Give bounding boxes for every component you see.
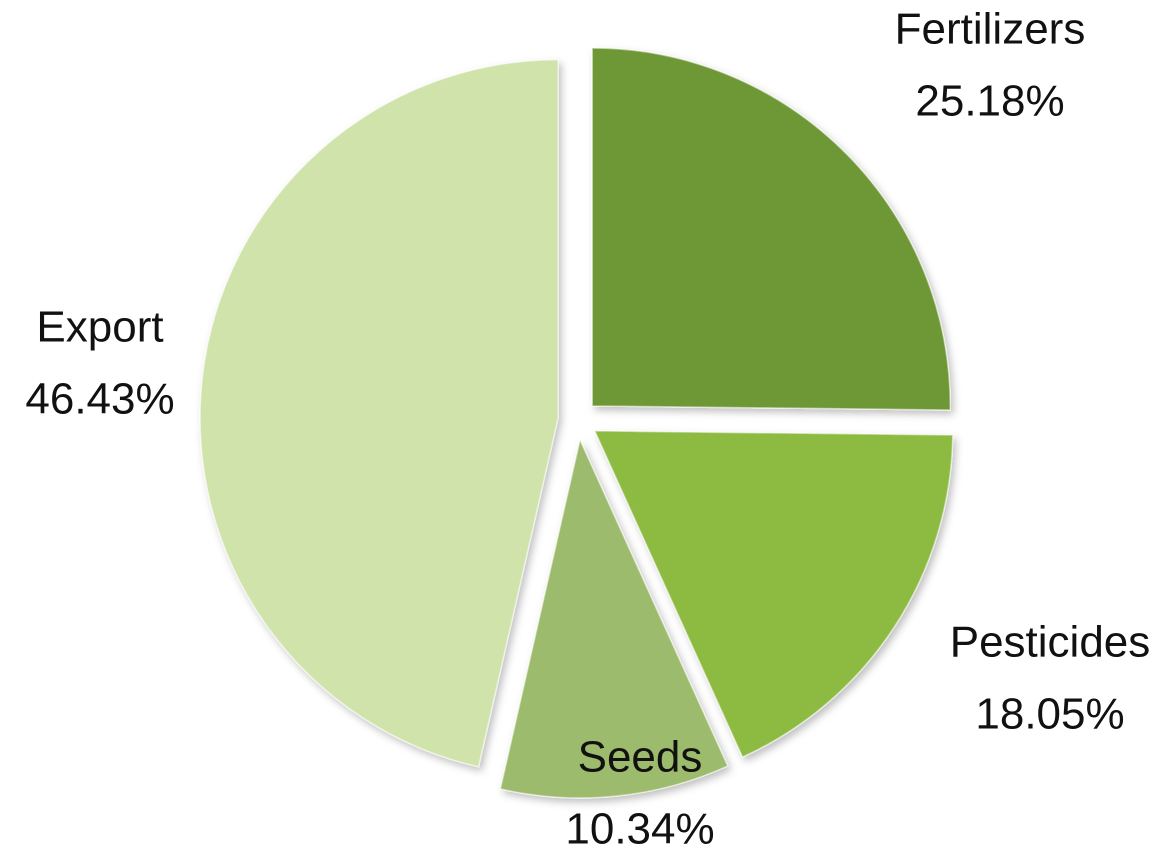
slice-label: Export [36,303,163,352]
pie-slice [593,430,954,759]
slice-value-label: 10.34% [565,805,714,851]
slice-value-label: 18.05% [975,690,1124,739]
pie-slice [591,47,951,411]
labels: Fertilizers 25.18% Pesticides 18.05% Seeds 10… [25,5,1150,851]
slice-value-label: 25.18% [915,77,1064,126]
slice-label: Fertilizers [895,5,1086,54]
pie-slice [199,59,559,768]
pie [199,47,954,799]
slice-value-label: 46.43% [25,375,174,424]
slice-label: Pesticides [950,618,1151,667]
slice-label: Seeds [578,733,703,782]
pie-slice [499,437,729,799]
